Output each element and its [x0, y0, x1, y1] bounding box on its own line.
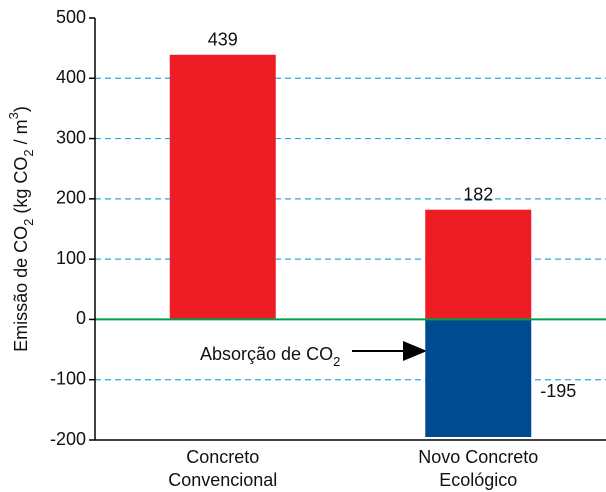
y-tick-label: -200: [50, 429, 86, 449]
x-tick-label: Novo Concreto: [418, 447, 538, 467]
text-part: Emissão de CO: [11, 226, 31, 352]
text-part: (kg CO: [11, 157, 31, 219]
bar: [425, 209, 532, 320]
text-part: ): [11, 106, 31, 112]
text-part: / m: [11, 119, 31, 149]
y-tick-label: 0: [76, 308, 86, 328]
text-part: 2: [21, 149, 36, 156]
bar: [425, 319, 532, 437]
y-tick-label: 200: [56, 188, 86, 208]
x-tick-label: Concreto: [186, 447, 259, 467]
annotation: Absorção de CO2: [200, 344, 340, 369]
text-part: 3: [6, 112, 21, 119]
y-tick-label: 500: [56, 7, 86, 27]
text-part: 2: [21, 219, 36, 226]
text-part: Absorção de CO: [200, 344, 333, 364]
y-axis-label: Emissão de CO2 (kg CO2 / m3): [6, 106, 36, 352]
y-tick-label: 300: [56, 127, 86, 147]
text-part: 2: [333, 354, 340, 369]
data-label: -195: [540, 381, 576, 401]
data-label: 439: [208, 30, 238, 50]
x-tick-label: Convencional: [168, 470, 277, 490]
y-tick-label: 400: [56, 67, 86, 87]
y-tick-label: 100: [56, 248, 86, 268]
data-label: 182: [463, 184, 493, 204]
y-tick-label: -100: [50, 368, 86, 388]
x-tick-label: Ecológico: [439, 470, 517, 490]
bar: [169, 54, 276, 320]
